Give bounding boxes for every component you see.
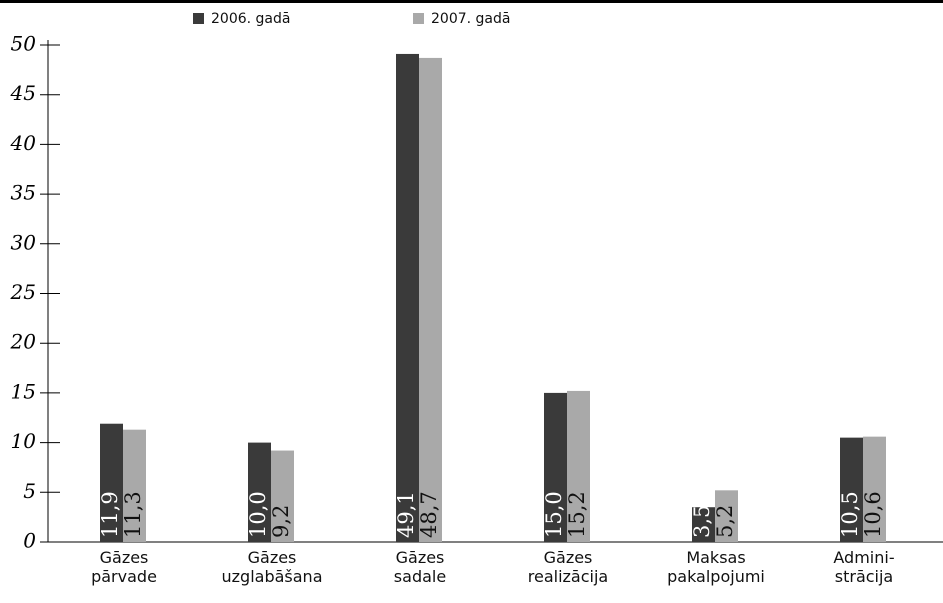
value-label: 15,0	[542, 491, 566, 538]
y-tick-label: 50	[11, 32, 37, 56]
legend-label: 2007. gadā	[431, 11, 510, 27]
y-tick-label: 5	[23, 479, 36, 503]
x-tick-label: Gāzes uzglabāšana	[221, 548, 323, 586]
y-tick-label: 40	[10, 131, 37, 155]
bar	[271, 450, 294, 542]
value-label: 10,5	[838, 491, 862, 538]
bar	[692, 507, 715, 542]
y-tick-label: 0	[23, 529, 36, 553]
bar	[123, 429, 146, 542]
x-tick-label: Gāzes realizācija	[527, 548, 609, 586]
y-tick-label: 45	[10, 81, 36, 105]
value-label: 11,3	[121, 491, 145, 538]
y-tick-label: 10	[11, 429, 37, 453]
bar	[248, 442, 271, 542]
y-tick-label: 35	[11, 181, 36, 205]
y-tick-label: 25	[10, 280, 36, 304]
x-tick-label: Maksas pakalpojumi	[667, 548, 765, 586]
bar	[840, 437, 863, 542]
x-tick-label: Gāzes sadale	[393, 548, 447, 586]
y-tick-label: 15	[11, 379, 36, 403]
value-label: 15,2	[565, 491, 589, 538]
legend-swatch	[193, 13, 204, 24]
legend-swatch	[413, 13, 424, 24]
value-label: 48,7	[417, 491, 441, 538]
value-label: 9,2	[269, 505, 293, 538]
x-tick-label: Gāzes pārvade	[91, 548, 157, 586]
bar	[100, 423, 123, 542]
top-border	[0, 0, 943, 3]
value-label: 10,0	[246, 491, 270, 538]
bar	[419, 57, 442, 543]
value-label: 10,6	[861, 491, 885, 538]
value-label: 5,2	[713, 505, 737, 538]
bar	[567, 390, 590, 542]
y-tick-label: 30	[11, 230, 37, 254]
value-label: 11,9	[98, 491, 122, 538]
x-tick-label: Admini- strācija	[833, 548, 895, 586]
bar	[396, 53, 419, 543]
y-tick-label: 20	[10, 330, 37, 354]
value-label: 3,5	[690, 505, 714, 538]
bar	[715, 490, 738, 542]
value-label: 49,1	[394, 491, 418, 538]
bar	[863, 436, 886, 542]
legend-label: 2006. gadā	[211, 11, 290, 27]
bar	[544, 392, 567, 542]
